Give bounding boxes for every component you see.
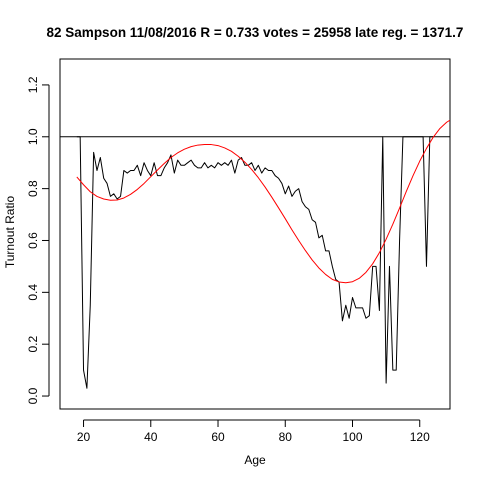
x-axis: 20 40 60 80 100 120: [77, 419, 430, 444]
y-tick-label: 0.0: [26, 387, 40, 404]
x-tick-label: 60: [211, 430, 225, 444]
fit-series-line: [76, 119, 450, 284]
plot-area: [60, 119, 450, 389]
x-tick-label: 120: [410, 430, 430, 444]
x-tick-label: 100: [342, 430, 362, 444]
y-tick-label: 0.2: [26, 336, 40, 353]
y-axis-label: Turnout Ratio: [3, 196, 17, 269]
x-tick-label: 80: [279, 430, 293, 444]
y-tick-label: 1.2: [26, 76, 40, 93]
y-axis: 0.0 0.2 0.4 0.6 0.8 1.0 1.2: [26, 76, 50, 404]
chart-title: 82 Sampson 11/08/2016 R = 0.733 votes = …: [47, 25, 464, 40]
plot-frame: [59, 58, 451, 410]
x-axis-label: Age: [244, 453, 266, 467]
y-tick-label: 1.0: [26, 128, 40, 145]
y-tick-label: 0.4: [26, 284, 40, 301]
observed-series-line: [76, 136, 434, 389]
y-tick-label: 0.6: [26, 232, 40, 249]
x-tick-label: 20: [77, 430, 91, 444]
y-tick-label: 0.8: [26, 180, 40, 197]
x-tick-label: 40: [144, 430, 158, 444]
